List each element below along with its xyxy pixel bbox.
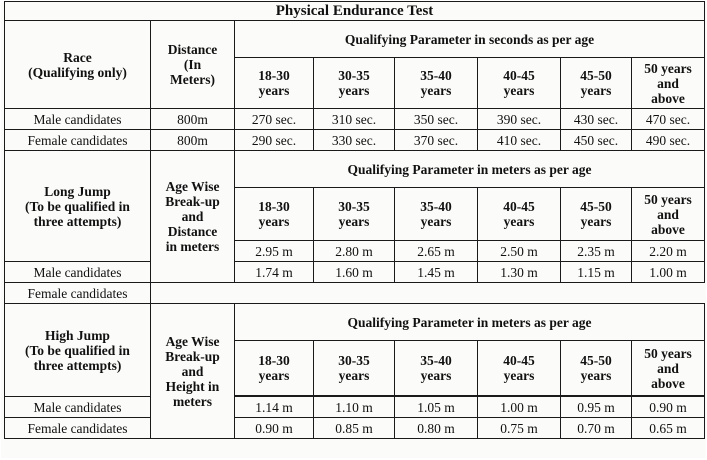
table-title: Physical Endurance Test bbox=[3, 1, 706, 21]
value-cell: 330 sec. bbox=[313, 129, 395, 151]
race-label: Race (Qualifying only) bbox=[4, 20, 151, 109]
candidate-label: Male candidates bbox=[4, 261, 151, 283]
table-row: Male candidates 1.14 m 1.10 m 1.05 m 1.0… bbox=[4, 396, 706, 418]
table-row: Female candidates bbox=[4, 282, 705, 304]
value-cell: 1.05 m bbox=[394, 396, 478, 418]
age-header: 45-50 years bbox=[560, 340, 632, 396]
value-cell: 470 sec. bbox=[630, 108, 706, 130]
candidate-label: Female candidates bbox=[4, 282, 151, 304]
candidate-label: Male candidates bbox=[4, 108, 151, 130]
high-jump-measure-label: Age Wise Break-up and Height in meters bbox=[150, 303, 235, 439]
value-cell: 270 sec. bbox=[234, 108, 314, 130]
value-cell: 2.50 m bbox=[477, 240, 561, 262]
value-cell: 0.95 m bbox=[560, 396, 632, 418]
value-cell: 450 sec. bbox=[560, 129, 632, 151]
high-jump-label: High Jump (To be qualified in three atte… bbox=[4, 303, 151, 397]
value-cell: 430 sec. bbox=[560, 108, 632, 130]
endurance-table: Physical Endurance Test Race (Qualifying… bbox=[3, 1, 706, 439]
age-header: 30-35 years bbox=[313, 340, 395, 396]
age-header: 45-50 years bbox=[560, 57, 632, 109]
value-cell: 1.45 m bbox=[394, 261, 478, 283]
value-cell: 370 sec. bbox=[394, 129, 478, 151]
table-row: Male candidates 1.74 m 1.60 m 1.45 m 1.3… bbox=[4, 261, 706, 283]
high-jump-param-row: High Jump (To be qualified in three atte… bbox=[4, 303, 706, 439]
age-header: 30-35 years bbox=[313, 57, 395, 109]
value-cell: 0.90 m bbox=[630, 396, 706, 418]
age-header: 35-40 years bbox=[394, 57, 478, 109]
distance-cell: 800m bbox=[150, 108, 235, 130]
long-jump-age-row: 18-30 years 30-35 years 35-40 years 40-45 ye… bbox=[5, 187, 706, 241]
value-cell: 390 sec. bbox=[477, 108, 561, 130]
long-jump-param-row: Long Jump (To be qualified in three atte… bbox=[4, 150, 706, 283]
value-cell: 2.95 m bbox=[234, 240, 314, 262]
candidate-label: Female candidates bbox=[4, 417, 151, 439]
value-cell: 2.20 m bbox=[630, 240, 706, 262]
value-cell: 0.90 m bbox=[234, 417, 314, 439]
value-cell: 2.80 m bbox=[313, 240, 395, 262]
value-cell: 0.65 m bbox=[630, 417, 706, 439]
table-row: Male candidates 800m 270 sec. 310 sec. 3… bbox=[4, 108, 706, 130]
value-cell: 1.15 m bbox=[560, 261, 632, 283]
value-cell: 2.35 m bbox=[560, 240, 632, 262]
candidate-label: Male candidates bbox=[4, 396, 151, 418]
age-header: 40-45 years bbox=[477, 187, 561, 241]
value-cell: 1.00 m bbox=[630, 261, 706, 283]
value-cell: 0.75 m bbox=[477, 417, 561, 439]
distance-cell: 800m bbox=[150, 129, 235, 151]
value-cell: 1.60 m bbox=[313, 261, 395, 283]
race-parameter-header: Qualifying Parameter in seconds as per a… bbox=[233, 20, 706, 58]
age-header: 30-35 years bbox=[313, 187, 395, 241]
age-header: 45-50 years bbox=[560, 187, 632, 241]
table-row: Female candidates 0.90 m 0.85 m 0.80 m 0… bbox=[4, 417, 706, 439]
value-cell: 0.70 m bbox=[560, 417, 632, 439]
age-header: 40-45 years bbox=[477, 57, 561, 109]
value-cell: 1.30 m bbox=[477, 261, 561, 283]
long-jump-parameter-header: Qualifying Parameter in meters as per ag… bbox=[233, 150, 706, 188]
value-cell: 490 sec. bbox=[630, 129, 706, 151]
value-cell: 290 sec. bbox=[234, 129, 314, 151]
age-header: 50 years and above bbox=[630, 57, 706, 109]
long-jump-label: Long Jump (To be qualified in three atte… bbox=[4, 150, 151, 262]
value-cell: 1.10 m bbox=[313, 396, 395, 418]
age-header: 40-45 years bbox=[477, 340, 561, 396]
high-jump-parameter-header: Qualifying Parameter in meters as per ag… bbox=[233, 303, 706, 341]
race-measure-label: Distance (In Meters) bbox=[150, 20, 235, 109]
value-cell: 0.85 m bbox=[313, 417, 395, 439]
table-row: Female candidates 800m 290 sec. 330 sec.… bbox=[4, 129, 706, 151]
race-param-row: Race (Qualifying only) Distance (In Mete… bbox=[4, 20, 706, 109]
value-cell: 410 sec. bbox=[477, 129, 561, 151]
race-age-row: 18-30 years 30-35 years 35-40 years 40-45 ye… bbox=[5, 57, 706, 109]
value-cell: 1.14 m bbox=[234, 396, 314, 418]
age-header: 18-30 years bbox=[234, 187, 314, 241]
age-header: 50 years and above bbox=[630, 340, 706, 396]
value-cell: 1.00 m bbox=[477, 396, 561, 418]
value-cell: 1.74 m bbox=[234, 261, 314, 283]
value-cell: 0.80 m bbox=[394, 417, 478, 439]
candidate-label: Female candidates bbox=[4, 129, 151, 151]
value-cell: 310 sec. bbox=[313, 108, 395, 130]
value-cell: 350 sec. bbox=[394, 108, 478, 130]
age-header: 18-30 years bbox=[234, 340, 314, 396]
title-row: Physical Endurance Test bbox=[3, 1, 706, 21]
high-jump-age-row: 18-30 years 30-35 years 35-40 years 40-45 ye… bbox=[5, 340, 706, 396]
value-cell: 2.65 m bbox=[394, 240, 478, 262]
age-header: 18-30 years bbox=[234, 57, 314, 109]
age-header: 35-40 years bbox=[394, 340, 478, 396]
age-header: 35-40 years bbox=[394, 187, 478, 241]
age-header: 50 years and above bbox=[630, 187, 706, 241]
long-jump-measure-label: Age Wise Break-up and Distance in meters bbox=[150, 150, 235, 283]
